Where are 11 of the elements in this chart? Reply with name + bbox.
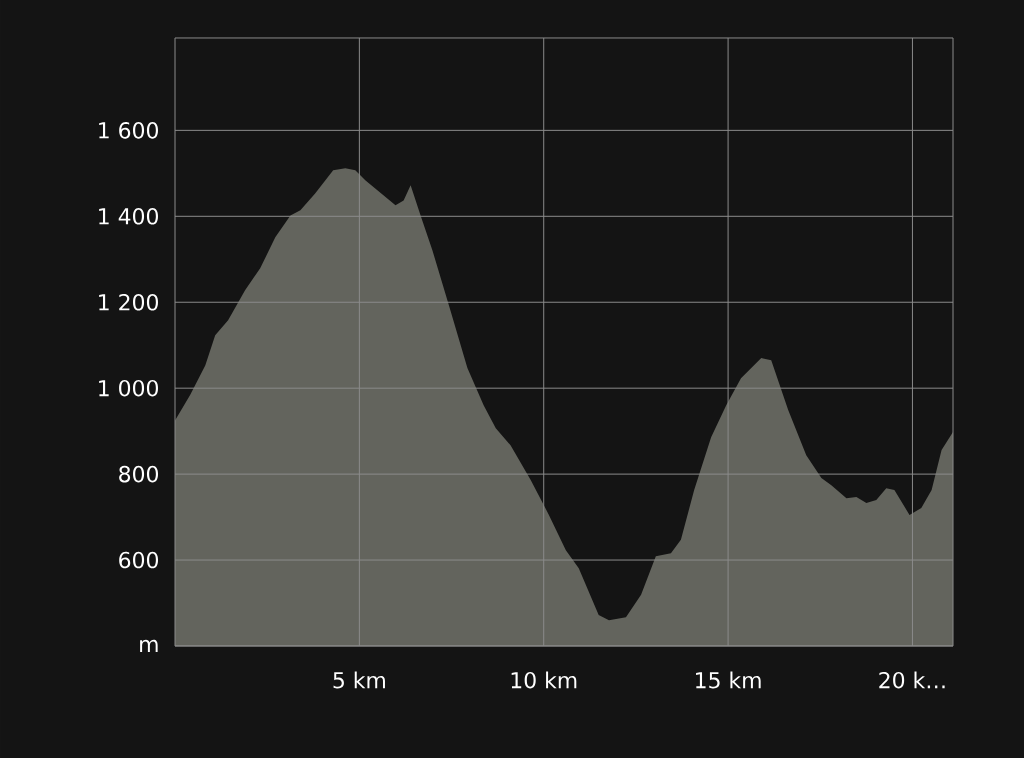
x-tick-label: 5 km xyxy=(333,671,385,689)
x-tick-label: 15 km xyxy=(696,671,761,689)
y-tick-label: 800 xyxy=(119,465,159,483)
y-tick-label: 1 000 xyxy=(99,379,158,397)
y-tick-label: 1 200 xyxy=(99,293,158,311)
x-tick-label: 20 k… xyxy=(879,671,945,689)
x-tick-label: 10 km xyxy=(511,671,577,689)
y-tick-label: 600 xyxy=(119,551,159,569)
y-tick-label: m xyxy=(140,639,158,653)
y-tick-label: 1 400 xyxy=(99,208,158,225)
y-tick-label: 1 600 xyxy=(99,122,158,139)
